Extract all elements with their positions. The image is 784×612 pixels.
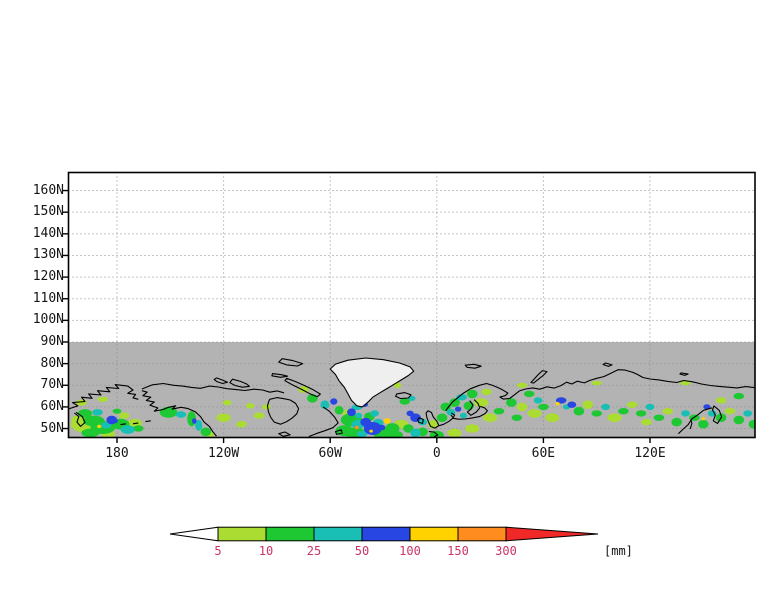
x-axis-tick-label: 60W [318,446,342,461]
colorbar-tick-label: 10 [258,544,274,558]
y-axis-tick-label: 150N [32,204,64,220]
colorbar-tick-label: 150 [447,544,469,558]
plot-clip-mask [0,437,784,612]
y-axis-tick-label: 90N [40,334,64,349]
x-axis-tick-label: 120W [207,446,240,461]
y-axis-tick-label: 70N [40,377,64,393]
y-axis-tick-label: 80N [40,355,64,371]
colorbar-segment [217,526,267,542]
y-axis-tick-label: 60N [40,398,64,414]
x-axis-tick-label: 60E [531,446,556,461]
y-axis-tick-label: 110N [32,290,64,306]
plot-frame [67,171,756,439]
x-axis-tick-label: 120E [634,446,666,461]
y-axis-tick-label: 130N [32,247,64,263]
x-axis-tick-label: 0 [432,446,441,461]
plot-clip-mask [0,0,784,173]
precip-field [70,380,758,440]
axis-ticks [62,189,651,443]
plot-clip-mask [755,0,784,612]
y-axis-tick-label: 140N [32,225,64,241]
colorbar-segment [457,526,507,542]
colorbar-segment [265,526,315,542]
colorbar [169,526,599,542]
colorbar-tick-label: 100 [399,544,421,558]
coastlines [67,357,755,438]
colorbar-segment [409,526,459,542]
polar-gray-band [68,342,755,438]
colorbar-overflow-arrow [505,526,599,542]
plot-clip-mask [0,0,69,612]
y-axis-tick-label: 120N [32,269,64,285]
y-axis-tick-label: 100N [32,312,64,328]
colorbar-tick-label: 25 [306,544,322,558]
colorbar-segment [313,526,363,542]
gridlines [68,172,755,438]
y-axis-tick-label: 160N [32,182,64,198]
colorbar-tick-label: 300 [495,544,517,558]
colorbar-tick-label: 5 [214,544,222,558]
colorbar-unit-label: [mm] [604,544,633,558]
x-axis-tick-label: 180 [105,446,129,461]
colorbar-segment [361,526,411,542]
y-axis-tick-label: 50N [40,420,64,436]
colorbar-tick-label: 50 [354,544,370,558]
